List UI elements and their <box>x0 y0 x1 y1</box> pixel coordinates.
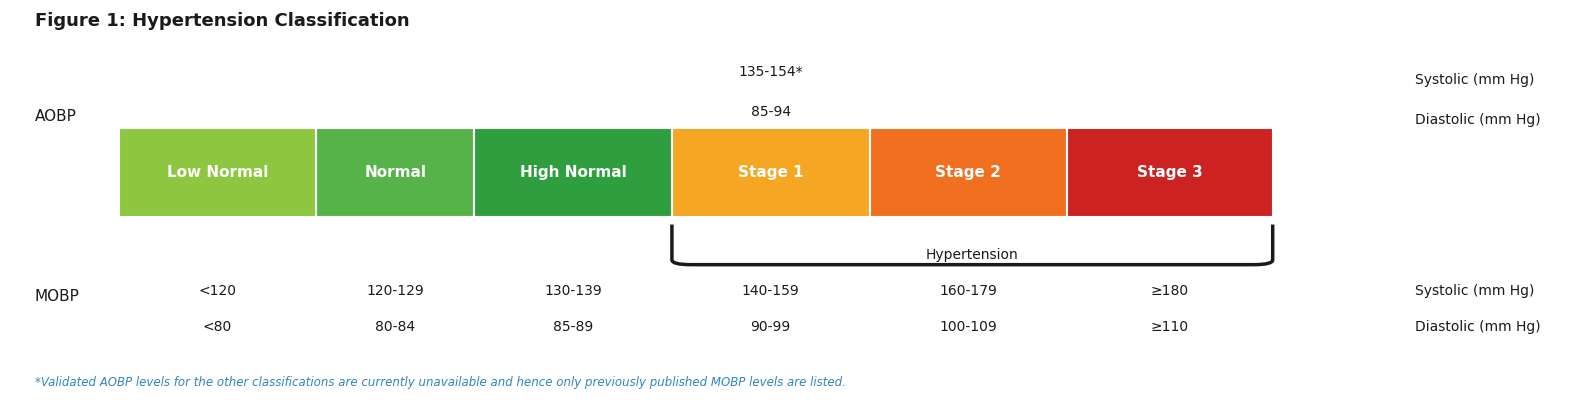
Bar <box>870 128 1067 217</box>
Text: 80-84: 80-84 <box>375 320 416 334</box>
Text: 85-89: 85-89 <box>553 320 593 334</box>
Text: 100-109: 100-109 <box>939 320 998 334</box>
Text: Diastolic (mm Hg): Diastolic (mm Hg) <box>1415 320 1540 334</box>
Bar <box>672 128 870 217</box>
Text: <120: <120 <box>198 284 237 298</box>
Text: Figure 1: Hypertension Classification: Figure 1: Hypertension Classification <box>35 12 409 30</box>
Text: Systolic (mm Hg): Systolic (mm Hg) <box>1415 284 1535 298</box>
Text: ≥180: ≥180 <box>1151 284 1189 298</box>
Bar <box>316 128 474 217</box>
Text: Stage 3: Stage 3 <box>1137 165 1203 180</box>
Bar <box>119 128 316 217</box>
Text: Systolic (mm Hg): Systolic (mm Hg) <box>1415 73 1535 87</box>
Text: AOBP: AOBP <box>35 109 76 124</box>
Bar <box>474 128 672 217</box>
Text: Stage 2: Stage 2 <box>936 165 1001 180</box>
Text: Diastolic (mm Hg): Diastolic (mm Hg) <box>1415 113 1540 127</box>
Text: 130-139: 130-139 <box>544 284 602 298</box>
Text: 140-159: 140-159 <box>741 284 800 298</box>
Text: 160-179: 160-179 <box>939 284 998 298</box>
Text: MOBP: MOBP <box>35 289 79 304</box>
Text: High Normal: High Normal <box>520 165 626 180</box>
Text: <80: <80 <box>202 320 232 334</box>
Text: 85-94: 85-94 <box>751 105 790 119</box>
Text: Low Normal: Low Normal <box>166 165 269 180</box>
Text: Hypertension: Hypertension <box>926 248 1018 261</box>
Bar <box>1067 128 1273 217</box>
Text: Normal: Normal <box>364 165 427 180</box>
Text: 135-154*: 135-154* <box>738 65 803 79</box>
Text: 120-129: 120-129 <box>367 284 424 298</box>
Text: *Validated AOBP levels for the other classifications are currently unavailable a: *Validated AOBP levels for the other cla… <box>35 376 846 389</box>
Text: 90-99: 90-99 <box>751 320 790 334</box>
Text: ≥110: ≥110 <box>1151 320 1189 334</box>
Text: Stage 1: Stage 1 <box>738 165 803 180</box>
